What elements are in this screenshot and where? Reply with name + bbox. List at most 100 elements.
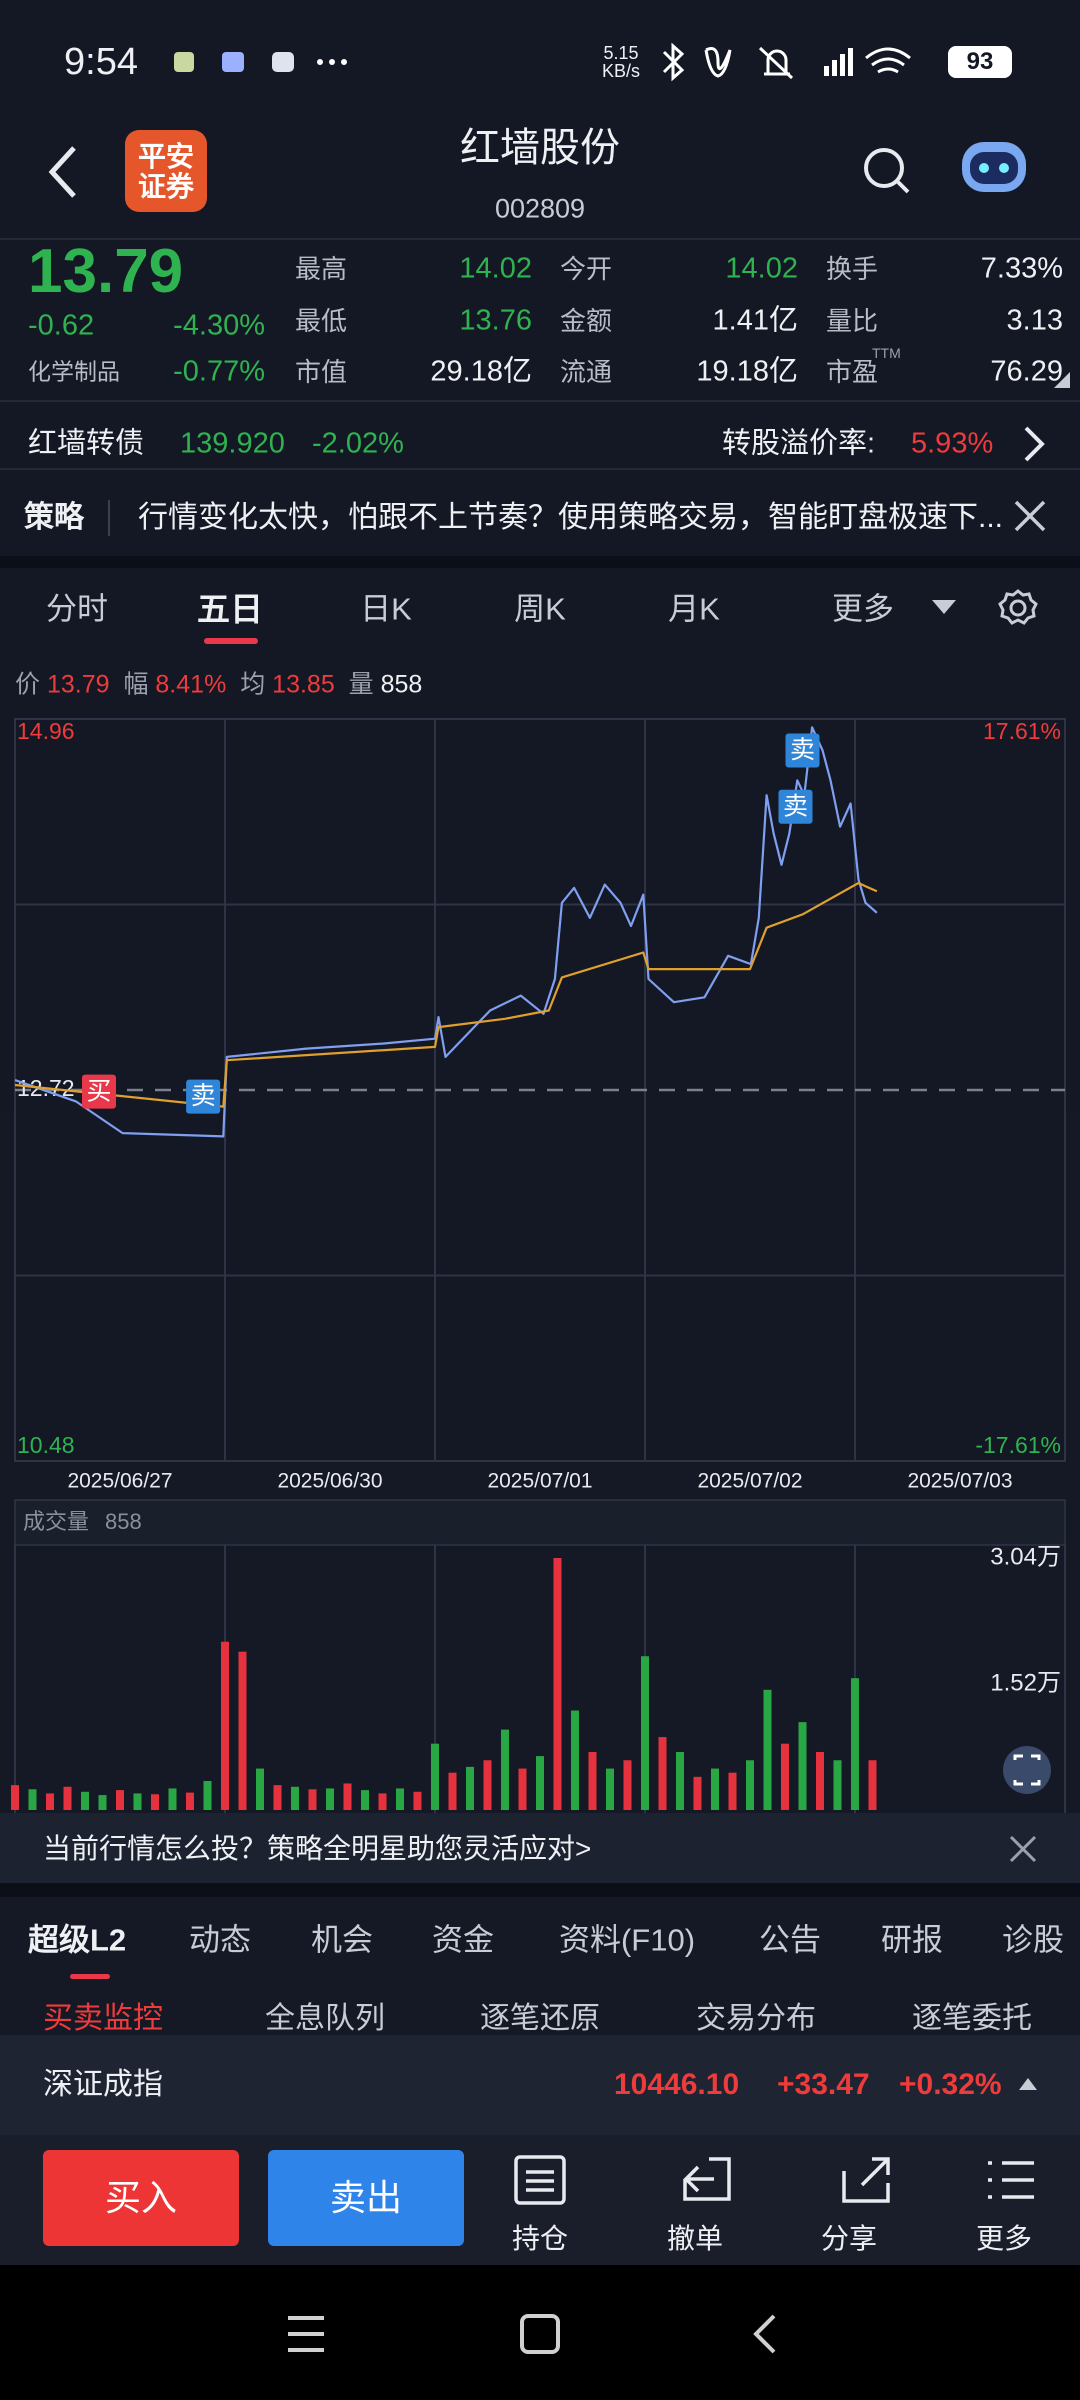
volume-bar <box>28 1789 37 1810</box>
volume-bar <box>448 1772 457 1810</box>
settings[interactable] <box>998 588 1038 628</box>
volume-bar <box>623 1760 632 1810</box>
back-button[interactable] <box>44 144 84 200</box>
tab[interactable]: 机会 <box>311 1922 373 1958</box>
volume-bar <box>46 1793 54 1810</box>
stat-value: 19.18亿 <box>696 355 798 388</box>
expand-arrow[interactable] <box>1018 2076 1038 2092</box>
stat-label: 最低 <box>295 306 348 336</box>
sell-button[interactable]: 卖出 <box>268 2150 464 2246</box>
banner <box>0 1813 1080 1883</box>
stat-value: 29.18亿 <box>430 355 532 388</box>
volume-bar <box>203 1780 212 1810</box>
volume-bar <box>711 1768 719 1810</box>
volume-bar <box>81 1791 89 1810</box>
stat-value: 14.02 <box>725 252 798 285</box>
volume-bar <box>168 1788 177 1810</box>
trade-marker-label: 买 <box>86 1077 111 1105</box>
stat-value: 1.41亿 <box>712 304 798 337</box>
banner-text[interactable]: 当前行情怎么投？策略全明星助您灵活应对> <box>43 1833 592 1864</box>
logo-line: 平安 <box>137 141 194 172</box>
trade-marker-label: 卖 <box>790 736 815 764</box>
tab[interactable]: 研报 <box>881 1922 943 1958</box>
subtab[interactable]: 全息队列 <box>265 2002 385 2035</box>
tab-underline <box>204 638 258 644</box>
info-value: 13.79 <box>46 670 110 699</box>
plot-frame <box>14 718 1066 1462</box>
fullscreen-button[interactable] <box>1003 1746 1051 1794</box>
info-value: 8.41% <box>155 670 227 699</box>
divider <box>0 468 1080 470</box>
sector-pct: -0.77% <box>173 355 265 388</box>
trade-marker <box>82 1074 116 1109</box>
period-tab[interactable]: 周K <box>514 591 566 627</box>
tool-label[interactable]: 撤单 <box>666 2223 724 2254</box>
info-value: 858 <box>380 670 423 699</box>
trade-marker-label: 卖 <box>783 792 808 820</box>
tab-active[interactable]: 超级L2 <box>28 1922 127 1958</box>
subtab-active[interactable]: 买卖监控 <box>43 2002 163 2035</box>
stat-label: 最高 <box>295 254 348 284</box>
info-value: 13.85 <box>272 670 335 699</box>
bond-arrow[interactable] <box>1018 424 1048 464</box>
volume-bar <box>798 1722 807 1810</box>
period-tab-active[interactable]: 五日 <box>197 590 263 628</box>
info-label: 幅 <box>123 670 149 699</box>
volume-bar <box>151 1794 159 1810</box>
volume-bar <box>658 1737 667 1810</box>
tool-label[interactable]: 分享 <box>820 2223 878 2254</box>
strategy-text[interactable]: 行情变化太快，怕跟不上节奏？使用策略交易，智能盯盘极速下... <box>138 501 1004 534</box>
broker-logo: 平安 证券 <box>125 130 207 212</box>
separator <box>108 500 110 536</box>
buy-button[interactable]: 买入 <box>43 2150 239 2246</box>
speed: 5.15 <box>603 43 639 63</box>
tab[interactable]: 资金 <box>432 1922 494 1958</box>
close-strategy[interactable] <box>1012 498 1048 534</box>
trade-marker <box>778 789 813 824</box>
volume-bar <box>781 1743 789 1810</box>
period-tab[interactable]: 更多 <box>832 591 894 627</box>
info-label: 均 <box>240 670 266 699</box>
volume-title: 成交量 858 <box>23 1509 142 1534</box>
period-tab[interactable]: 分时 <box>46 591 108 627</box>
period-tab[interactable]: 月K <box>668 591 720 627</box>
volume-bar <box>256 1768 264 1810</box>
volume-header <box>14 1499 1066 1546</box>
sector: 化学制品 <box>28 358 120 385</box>
stock-code: 002809 <box>494 193 586 224</box>
tab[interactable]: 诊股 <box>1002 1922 1064 1958</box>
period-tab[interactable]: 日K <box>360 591 412 627</box>
volume-bar <box>413 1791 422 1810</box>
tab[interactable]: 公告 <box>759 1922 821 1958</box>
subtab[interactable]: 逐笔还原 <box>480 2002 600 2035</box>
subtab[interactable]: 交易分布 <box>696 2002 816 2035</box>
robot-assistant[interactable] <box>958 134 1030 200</box>
premium-label: 转股溢价率: <box>722 427 876 460</box>
stat-label: 今开 <box>560 254 613 284</box>
stat-label: 市值 <box>295 357 348 387</box>
corner-mark <box>1054 372 1070 388</box>
volume-bar <box>466 1766 474 1810</box>
trade-marker-label: 卖 <box>191 1082 216 1110</box>
volume-bar <box>728 1772 737 1810</box>
last-price: 13.79 <box>28 237 184 306</box>
y2-tick-label: 17.61% <box>983 718 1061 744</box>
nav-buttons[interactable] <box>280 2310 800 2360</box>
volume-title-value: 858 <box>105 1509 142 1534</box>
index-value: 10446.10 <box>614 2068 740 2101</box>
tab[interactable]: 资料(F10) <box>558 1922 696 1958</box>
volume-bar <box>571 1710 579 1810</box>
y-tick-label: 14.96 <box>17 718 75 744</box>
tool-label[interactable]: 持仓 <box>511 2223 569 2254</box>
dropdown-arrow[interactable] <box>930 598 960 618</box>
tab[interactable]: 动态 <box>189 1922 251 1958</box>
close-banner[interactable] <box>1008 1834 1038 1864</box>
series-line <box>14 881 878 1108</box>
volume-bar <box>396 1788 404 1810</box>
tool-label[interactable]: 更多 <box>975 2223 1033 2254</box>
subtab[interactable]: 逐笔委托 <box>912 2002 1032 2035</box>
x-tick-label: 2025/07/02 <box>697 1470 802 1493</box>
clock: 9:54 <box>64 41 138 83</box>
index-row <box>0 2035 1080 2135</box>
search-button[interactable] <box>862 146 912 200</box>
